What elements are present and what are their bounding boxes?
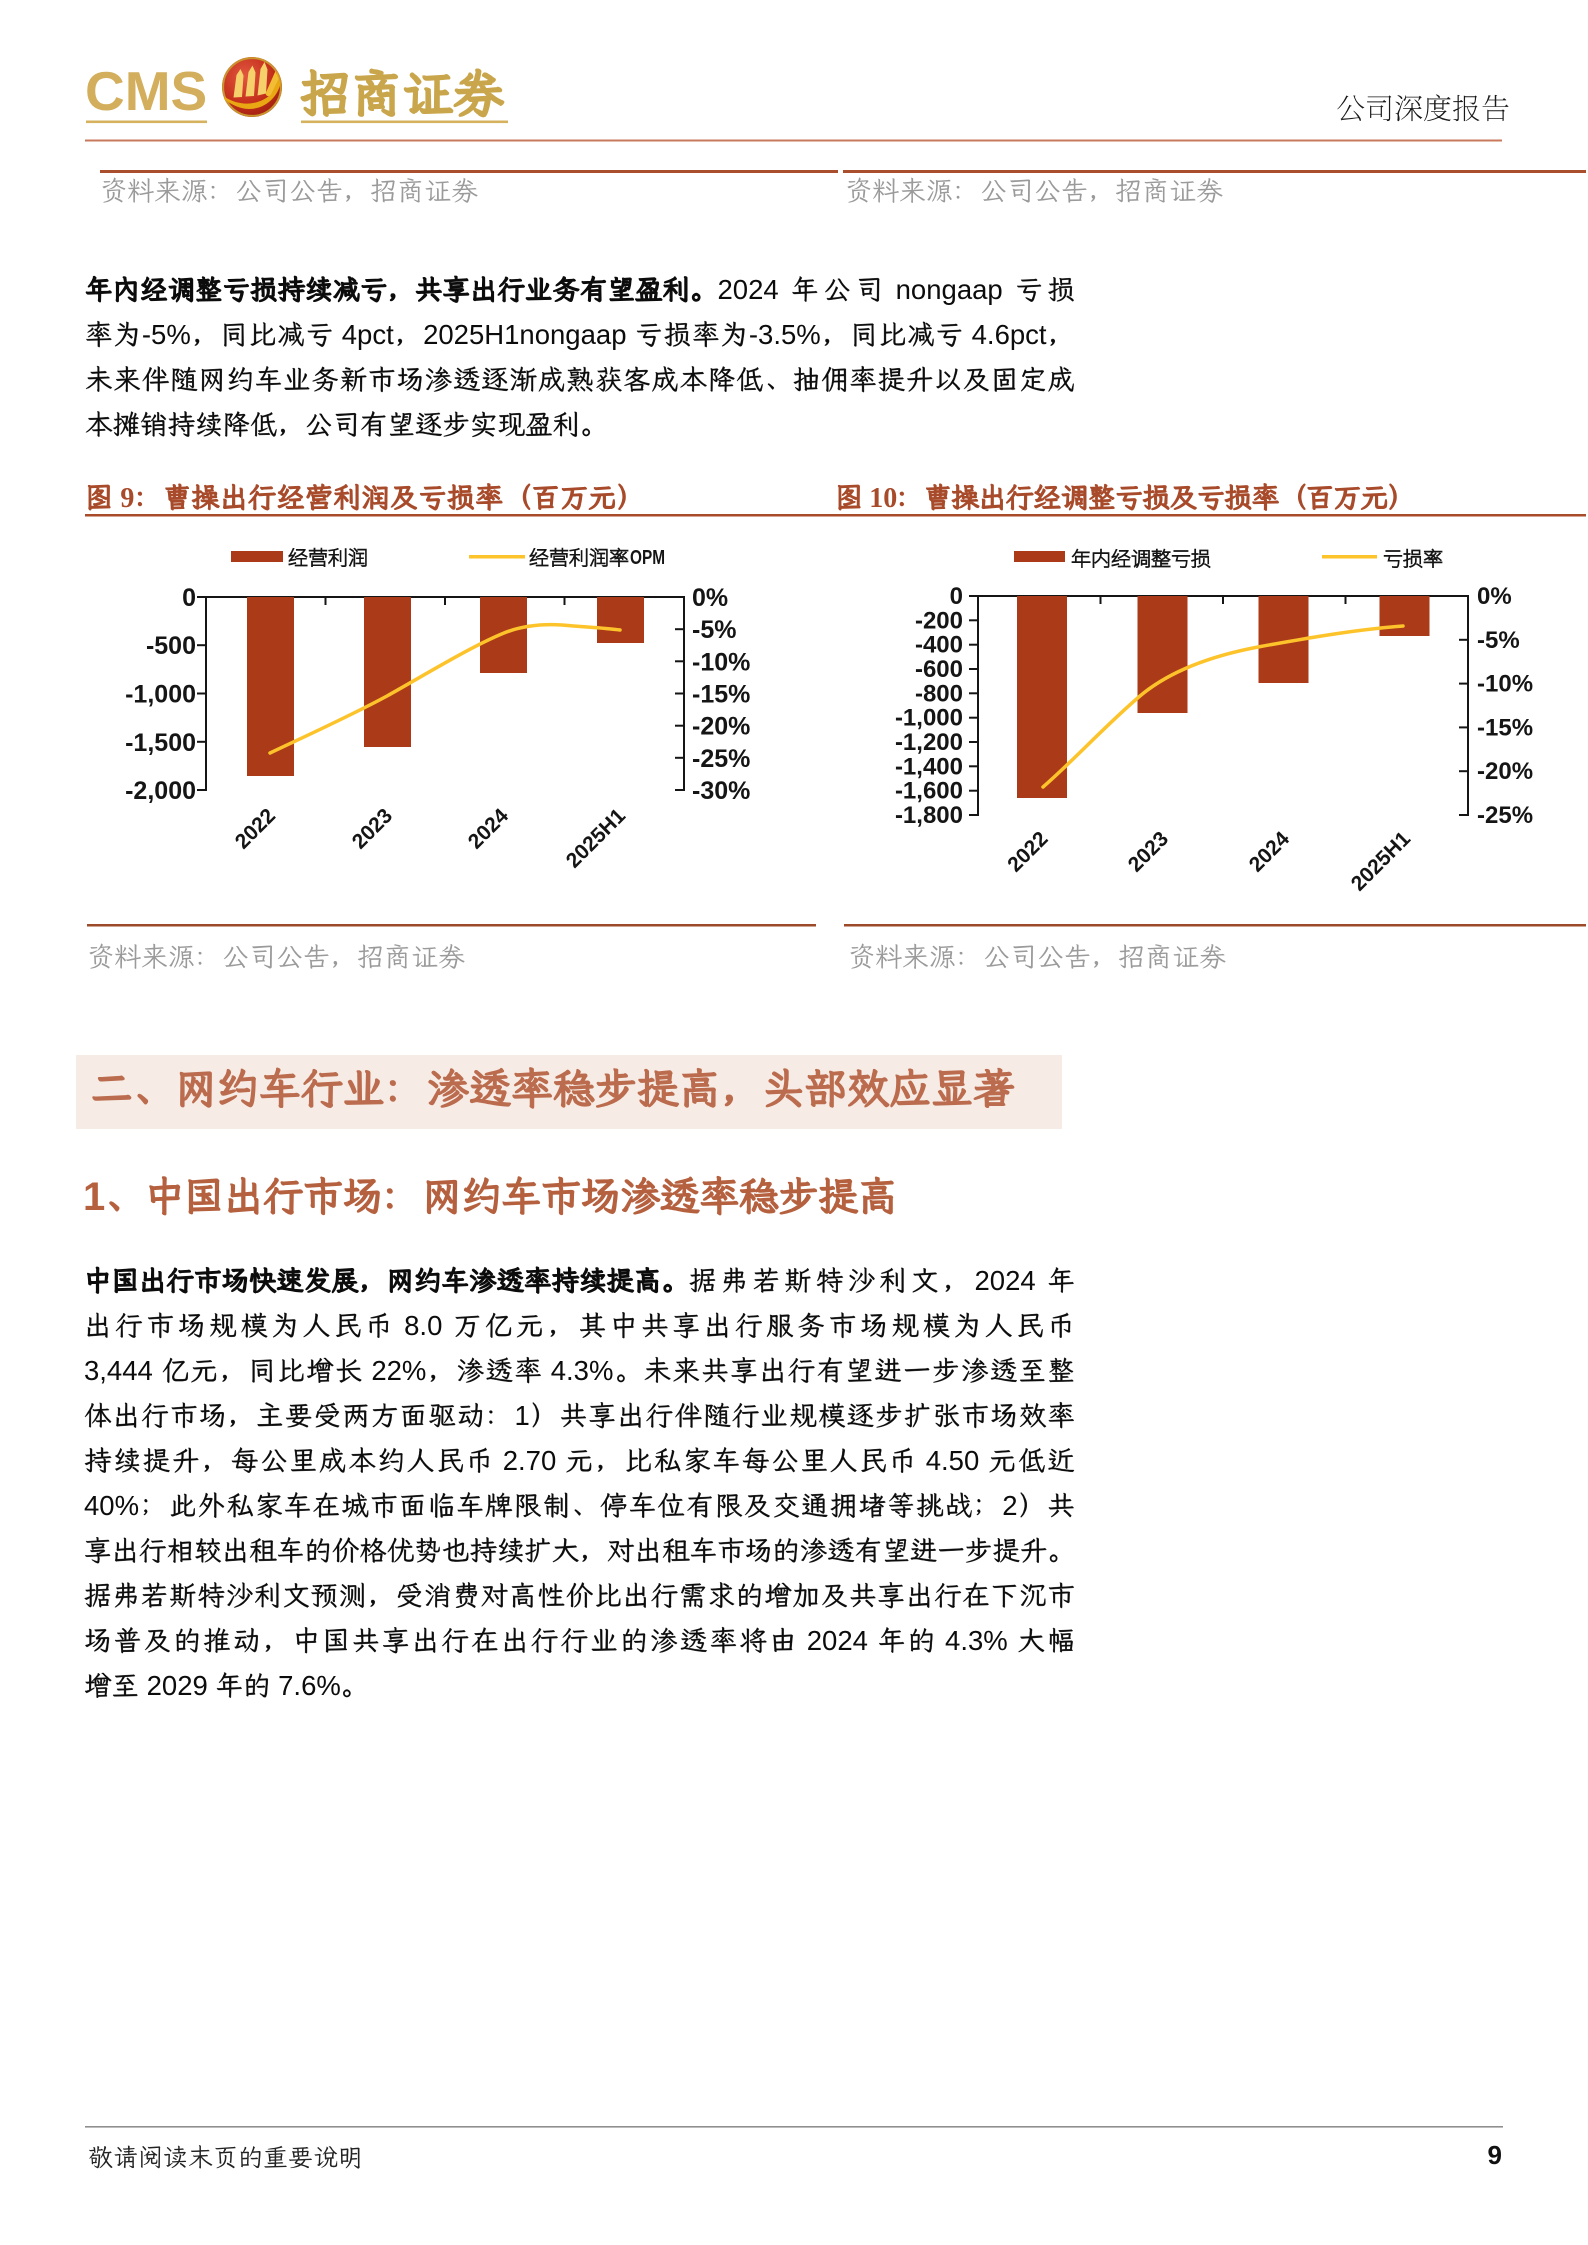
svg-text:3,444: 3,444 bbox=[84, 1355, 160, 1386]
svg-text:4pct: 4pct bbox=[334, 319, 394, 350]
svg-text:2025H1: 2025H1 bbox=[1347, 827, 1416, 896]
svg-text:-25%: -25% bbox=[1477, 802, 1533, 829]
svg-text:-1,000: -1,000 bbox=[895, 705, 963, 732]
svg-text:-20%: -20% bbox=[1477, 758, 1533, 785]
svg-text:-500: -500 bbox=[146, 632, 196, 660]
svg-text:9: 9 bbox=[113, 483, 134, 514]
svg-text:-2,000: -2,000 bbox=[125, 777, 196, 805]
svg-text:10: 10 bbox=[862, 483, 897, 514]
svg-text:2024: 2024 bbox=[975, 1265, 1044, 1296]
svg-text:0: 0 bbox=[182, 584, 196, 612]
svg-text:7.6%: 7.6% bbox=[271, 1670, 341, 1701]
svg-text:-1,500: -1,500 bbox=[125, 729, 196, 757]
svg-text:2029: 2029 bbox=[139, 1670, 215, 1701]
svg-text:-800: -800 bbox=[915, 680, 963, 707]
svg-text:4.3%: 4.3% bbox=[543, 1355, 613, 1386]
svg-text:40%: 40% bbox=[84, 1490, 139, 1521]
svg-text:OPM: OPM bbox=[630, 547, 665, 569]
svg-text:-5%: -5% bbox=[692, 616, 736, 644]
svg-text:2024: 2024 bbox=[718, 274, 787, 305]
svg-text:-400: -400 bbox=[915, 632, 963, 659]
svg-text:22%: 22% bbox=[364, 1355, 427, 1386]
svg-text:1: 1 bbox=[83, 1175, 105, 1219]
svg-text:8.0: 8.0 bbox=[397, 1310, 451, 1341]
svg-text:-1,800: -1,800 bbox=[895, 802, 963, 829]
svg-text:0%: 0% bbox=[1477, 583, 1512, 610]
svg-text:2024: 2024 bbox=[799, 1625, 875, 1656]
svg-text:-3.5%: -3.5% bbox=[749, 319, 821, 350]
svg-text:-1,000: -1,000 bbox=[125, 681, 196, 709]
svg-text:2024: 2024 bbox=[1245, 827, 1295, 877]
svg-text:-25%: -25% bbox=[692, 745, 750, 773]
svg-text:-200: -200 bbox=[915, 607, 963, 634]
svg-text:4.50: 4.50 bbox=[918, 1445, 987, 1476]
svg-text:-1,600: -1,600 bbox=[895, 778, 963, 805]
svg-text:-1,200: -1,200 bbox=[895, 729, 963, 756]
svg-text:-20%: -20% bbox=[692, 713, 750, 741]
svg-text:2025H1: 2025H1 bbox=[562, 804, 631, 873]
svg-text:2022: 2022 bbox=[1003, 827, 1052, 876]
svg-text:-10%: -10% bbox=[1477, 671, 1533, 698]
svg-text:-15%: -15% bbox=[1477, 714, 1533, 741]
svg-text:2024: 2024 bbox=[464, 804, 514, 854]
svg-text:2.70: 2.70 bbox=[495, 1445, 564, 1476]
svg-text:2: 2 bbox=[1002, 1490, 1017, 1521]
svg-text:-15%: -15% bbox=[692, 681, 750, 709]
svg-text:-5%: -5% bbox=[142, 319, 191, 350]
svg-text:CMS: CMS bbox=[85, 60, 207, 122]
svg-text:nongaap: nongaap bbox=[888, 274, 1010, 305]
svg-text:-1,400: -1,400 bbox=[895, 753, 963, 780]
svg-text:0: 0 bbox=[950, 583, 963, 610]
svg-text:-5%: -5% bbox=[1477, 627, 1520, 654]
svg-text:9: 9 bbox=[1488, 2140, 1502, 2170]
svg-text:2025H1nongaap: 2025H1nongaap bbox=[423, 319, 634, 350]
svg-text:0%: 0% bbox=[692, 584, 728, 612]
svg-text:4.6pct: 4.6pct bbox=[964, 319, 1047, 350]
svg-text:4.3%: 4.3% bbox=[937, 1625, 1015, 1656]
svg-text:-10%: -10% bbox=[692, 648, 750, 676]
svg-text:2022: 2022 bbox=[231, 804, 280, 853]
svg-text:-600: -600 bbox=[915, 656, 963, 683]
svg-text:2023: 2023 bbox=[1124, 827, 1173, 876]
svg-text:-30%: -30% bbox=[692, 777, 750, 805]
svg-text:2023: 2023 bbox=[348, 804, 397, 853]
svg-text:1: 1 bbox=[515, 1400, 530, 1431]
